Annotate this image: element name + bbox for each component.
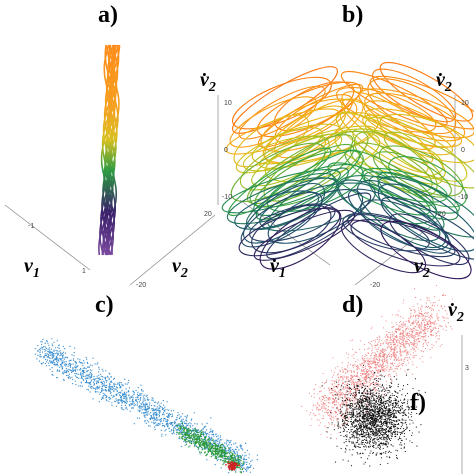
- tick-label: 1: [82, 268, 86, 275]
- axis-label: v2: [172, 255, 188, 281]
- trajectory-loop: [267, 189, 364, 244]
- tick-label: 0: [224, 147, 228, 154]
- tick-label: 20: [438, 211, 446, 218]
- axis-subscript: 2: [180, 266, 188, 281]
- trajectory-loop: [334, 128, 444, 178]
- trajectory-loop: [368, 175, 445, 231]
- axis-label: v2: [414, 255, 430, 281]
- panel-label: b): [342, 2, 363, 28]
- axis-label: v̇1: [270, 255, 286, 281]
- panel-label: d): [342, 292, 363, 318]
- tick-label: 3: [465, 365, 469, 372]
- panel-label: c): [95, 292, 114, 318]
- tick-label: -1: [28, 223, 34, 230]
- trajectory-loop: [264, 130, 381, 183]
- trajectory-loop: [246, 177, 339, 231]
- axis-subscript: 1: [33, 266, 40, 281]
- trajectory-loop: [336, 86, 437, 133]
- tick-label: 10: [461, 100, 469, 107]
- axis-line: [4, 204, 91, 271]
- axis-symbol: v̇: [200, 69, 210, 91]
- panel-label: f): [410, 390, 426, 416]
- trajectory-loop: [379, 113, 474, 164]
- axis-label: v̇2: [436, 69, 452, 95]
- axis-symbol: v: [172, 255, 182, 277]
- trajectory-loop: [377, 176, 474, 238]
- trajectory-loop: [388, 155, 467, 208]
- axis-subscript: 2: [444, 80, 452, 95]
- trajectory-loop: [231, 76, 332, 130]
- trajectory-loop: [234, 190, 320, 230]
- trajectory-a: [98, 44, 121, 256]
- axis-label: v̇2: [448, 299, 464, 325]
- trajectory-loop: [235, 127, 323, 174]
- trajectory-loop: [221, 169, 341, 214]
- trajectory-loop: [341, 219, 427, 274]
- trajectory-loop: [266, 192, 372, 260]
- trajectory-loop: [364, 92, 466, 142]
- axis-symbol: v: [414, 255, 424, 277]
- tick-label: -20: [136, 282, 146, 289]
- trajectory-loop: [233, 114, 310, 168]
- trajectory-loop: [243, 183, 326, 244]
- scatter-clouds: [34, 284, 453, 474]
- trajectory-loop: [267, 167, 349, 228]
- point-cloud: [225, 460, 241, 471]
- tick-label: -10: [458, 194, 468, 201]
- trajectory-loop: [238, 207, 341, 257]
- trajectory-loop: [340, 70, 448, 128]
- trajectory-strand: [105, 44, 120, 256]
- trajectory-loop: [240, 191, 323, 248]
- tick-label: -10: [222, 194, 232, 201]
- trajectory-b: [221, 62, 474, 280]
- tick-label: 20: [204, 211, 212, 218]
- axis-line: [129, 214, 216, 286]
- trajectory-loop: [347, 188, 452, 254]
- axis-label: v1: [24, 255, 40, 281]
- trajectory-loop: [377, 183, 474, 252]
- trajectory-strand: [106, 44, 120, 256]
- axis-subscript: 2: [456, 310, 464, 325]
- axis-subscript: 2: [208, 80, 216, 95]
- trajectory-loop: [259, 207, 342, 270]
- trajectory-loop: [358, 88, 474, 139]
- axis-symbol: v̇: [448, 299, 458, 321]
- trajectory-loop: [263, 130, 369, 202]
- axis-subscript: 1: [279, 266, 286, 281]
- tick-label: 10: [224, 100, 232, 107]
- trajectory-loop: [364, 116, 468, 182]
- axis-label: v̇2: [200, 69, 216, 95]
- point-cloud: [300, 284, 453, 440]
- panel-label: a): [98, 2, 118, 28]
- point-cloud: [172, 422, 245, 474]
- tick-label: -20: [370, 282, 380, 289]
- trajectory-loop: [378, 145, 464, 197]
- axis-symbol: v: [24, 255, 34, 277]
- point-cloud: [321, 364, 426, 467]
- trajectory-loop: [350, 219, 461, 267]
- trajectory-loop: [380, 220, 472, 280]
- trajectory-loop: [380, 196, 474, 260]
- axis-symbol: v̇: [436, 69, 446, 91]
- trajectory-loop: [379, 62, 474, 122]
- trajectory-loop: [253, 209, 356, 261]
- axis-symbol: v̇: [270, 255, 280, 277]
- tick-label: 0: [461, 147, 465, 154]
- axis-subscript: 2: [422, 266, 430, 281]
- panel-a-axes: [4, 95, 219, 286]
